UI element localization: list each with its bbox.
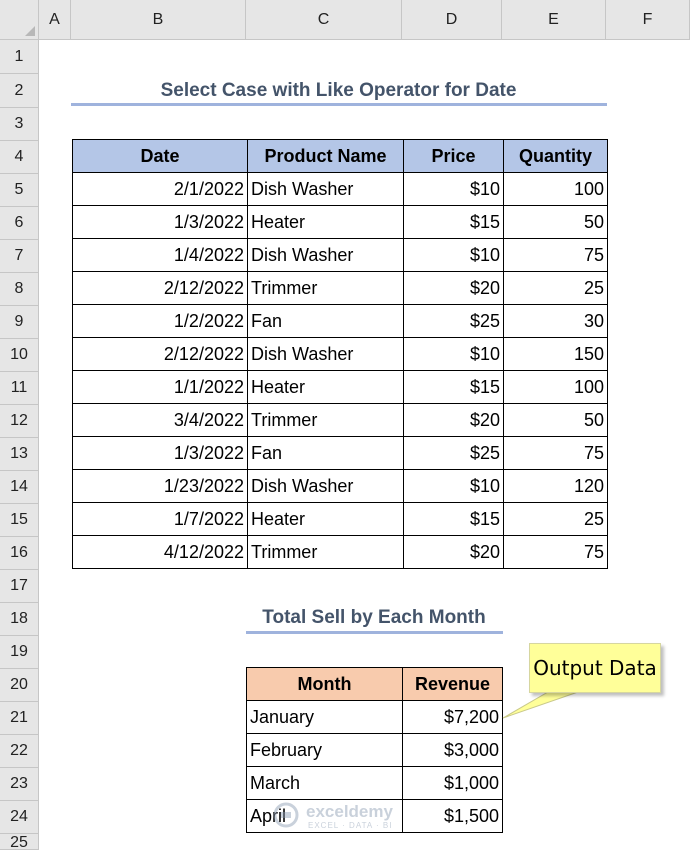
section-title: Total Sell by Each Month: [262, 607, 486, 628]
quantity-cell[interactable]: 150: [503, 337, 608, 371]
table-row: 1/1/2022 Heater $15 100: [72, 370, 608, 404]
row-header[interactable]: 15: [0, 504, 39, 537]
product-cell[interactable]: Fan: [247, 436, 404, 470]
price-cell[interactable]: $15: [403, 205, 504, 239]
row-header-label: 25: [10, 834, 28, 850]
date-cell[interactable]: 2/1/2022: [72, 172, 248, 206]
table-header-row: Month Revenue: [246, 667, 503, 701]
row-header[interactable]: 19: [0, 636, 39, 669]
table-row: March $1,000: [246, 766, 503, 800]
product-cell[interactable]: Trimmer: [247, 271, 404, 305]
row-header[interactable]: 21: [0, 702, 39, 735]
month-cell[interactable]: March: [246, 766, 403, 800]
column-header-product-name[interactable]: Product Name: [247, 139, 404, 173]
exceldemy-watermark: exceldemy EXCEL · DATA · BI: [272, 801, 422, 831]
product-cell[interactable]: Heater: [247, 502, 404, 536]
price-cell[interactable]: $25: [403, 304, 504, 338]
product-cell[interactable]: Trimmer: [247, 535, 404, 569]
date-cell[interactable]: 1/7/2022: [72, 502, 248, 536]
quantity-cell[interactable]: 75: [503, 535, 608, 569]
date-cell[interactable]: 1/2/2022: [72, 304, 248, 338]
row-header[interactable]: 11: [0, 372, 39, 405]
revenue-cell[interactable]: $7,200: [402, 700, 503, 734]
product-cell[interactable]: Dish Washer: [247, 172, 404, 206]
table-row: 1/4/2022 Dish Washer $10 75: [72, 238, 608, 272]
table-row: 2/12/2022 Trimmer $20 25: [72, 271, 608, 305]
row-header[interactable]: 17: [0, 570, 39, 603]
quantity-cell[interactable]: 75: [503, 238, 608, 272]
row-header[interactable]: 5: [0, 174, 39, 207]
date-cell[interactable]: 1/3/2022: [72, 436, 248, 470]
row-header[interactable]: 18: [0, 603, 39, 636]
title-underline: [246, 631, 503, 634]
product-cell[interactable]: Heater: [247, 370, 404, 404]
product-cell[interactable]: Trimmer: [247, 403, 404, 437]
row-header[interactable]: 2: [0, 74, 39, 108]
month-cell[interactable]: April: [246, 799, 403, 833]
column-header-d[interactable]: D: [402, 0, 502, 40]
product-cell[interactable]: Dish Washer: [247, 469, 404, 503]
column-header-a[interactable]: A: [39, 0, 71, 40]
row-header[interactable]: 1: [0, 40, 39, 74]
quantity-cell[interactable]: 50: [503, 403, 608, 437]
row-header[interactable]: 8: [0, 273, 39, 306]
date-cell[interactable]: 1/4/2022: [72, 238, 248, 272]
row-header[interactable]: 12: [0, 405, 39, 438]
row-header[interactable]: 14: [0, 471, 39, 504]
row-header[interactable]: 22: [0, 735, 39, 768]
watermark-sub: EXCEL · DATA · BI: [308, 821, 393, 830]
row-header[interactable]: 4: [0, 141, 39, 174]
column-header-revenue[interactable]: Revenue: [402, 667, 503, 701]
select-all-triangle-icon: [25, 26, 35, 36]
row-header[interactable]: 20: [0, 669, 39, 702]
date-cell[interactable]: 2/12/2022: [72, 271, 248, 305]
column-header-b[interactable]: B: [71, 0, 246, 40]
column-header-e[interactable]: E: [502, 0, 606, 40]
quantity-cell[interactable]: 120: [503, 469, 608, 503]
date-cell[interactable]: 1/3/2022: [72, 205, 248, 239]
quantity-cell[interactable]: 75: [503, 436, 608, 470]
sales-table: Date Product Name Price Quantity 2/1/202…: [72, 139, 608, 569]
table-row: 1/7/2022 Heater $15 25: [72, 502, 608, 536]
price-cell[interactable]: $10: [403, 469, 504, 503]
row-header[interactable]: 6: [0, 207, 39, 240]
row-header[interactable]: 16: [0, 537, 39, 570]
quantity-cell[interactable]: 50: [503, 205, 608, 239]
exceldemy-logo-icon: [273, 802, 299, 828]
row-header[interactable]: 3: [0, 108, 39, 141]
column-header-quantity[interactable]: Quantity: [503, 139, 608, 173]
column-header-date[interactable]: Date: [72, 139, 248, 173]
table-row: April $1,500: [246, 799, 503, 833]
row-header[interactable]: 9: [0, 306, 39, 339]
row-header[interactable]: 10: [0, 339, 39, 372]
column-header-f[interactable]: F: [606, 0, 690, 40]
column-header-month[interactable]: Month: [246, 667, 403, 701]
watermark-name: exceldemy: [306, 802, 393, 821]
date-cell[interactable]: 4/12/2022: [72, 535, 248, 569]
select-all-button[interactable]: [0, 0, 39, 40]
table-row: 4/12/2022 Trimmer $20 75: [72, 535, 608, 569]
date-cell[interactable]: 2/12/2022: [72, 337, 248, 371]
table-row: 2/12/2022 Dish Washer $10 150: [72, 337, 608, 371]
table-row: 1/3/2022 Fan $25 75: [72, 436, 608, 470]
row-header[interactable]: 7: [0, 240, 39, 273]
quantity-cell[interactable]: 30: [503, 304, 608, 338]
column-header-c[interactable]: C: [246, 0, 402, 40]
title-underline: [71, 103, 607, 106]
price-cell[interactable]: $20: [403, 271, 504, 305]
quantity-cell[interactable]: 100: [503, 370, 608, 404]
row-header[interactable]: 23: [0, 768, 39, 801]
column-header-price[interactable]: Price: [403, 139, 504, 173]
monthly-revenue-table: Month Revenue January $7,200 February $3,0…: [246, 667, 503, 833]
row-header[interactable]: 13: [0, 438, 39, 471]
revenue-cell[interactable]: $3,000: [402, 733, 503, 767]
page-title: Select Case with Like Operator for Date: [160, 80, 517, 101]
output-data-callout[interactable]: Output Data: [529, 643, 661, 693]
row-header[interactable]: 24: [0, 801, 39, 834]
table-header-row: Date Product Name Price Quantity: [72, 139, 608, 173]
revenue-cell[interactable]: $1,500: [402, 799, 503, 833]
